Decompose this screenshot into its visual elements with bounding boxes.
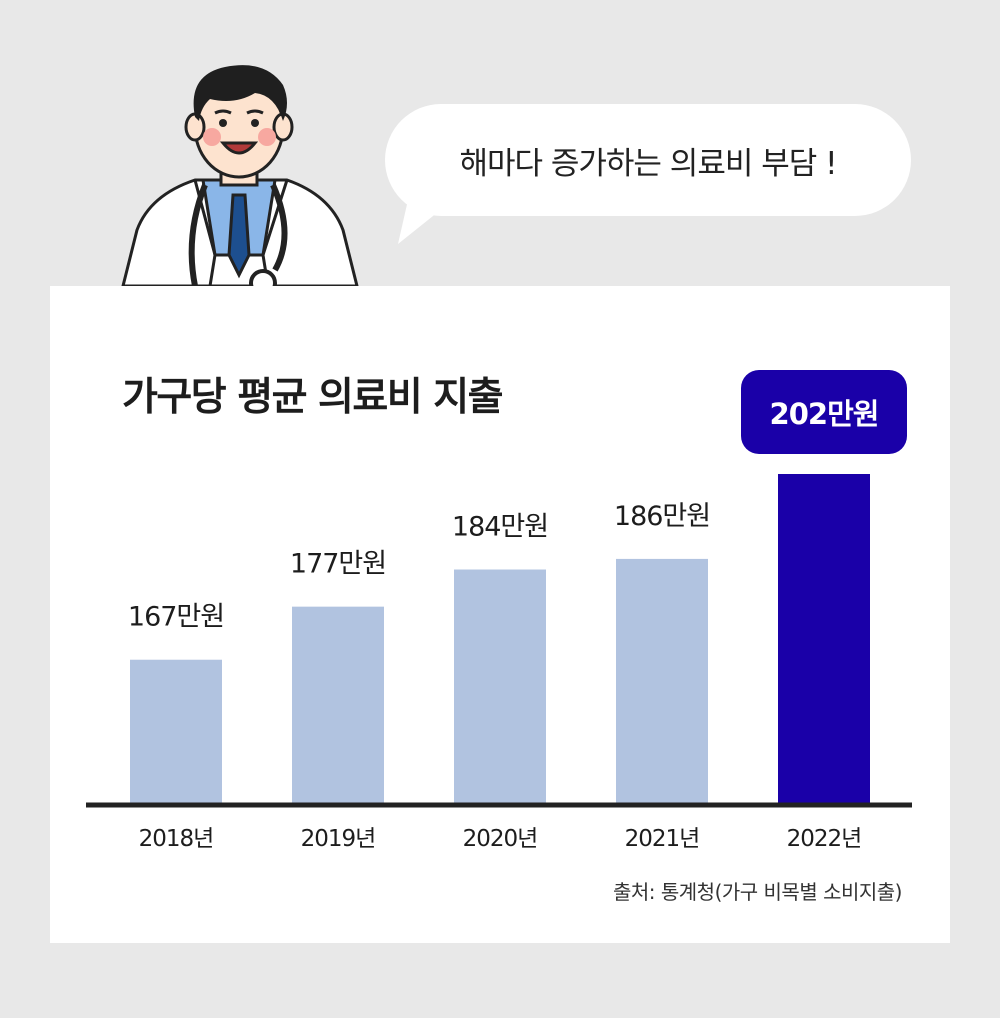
bar-value-label-0: 167만원 <box>128 602 224 633</box>
bar-value-label-1: 177만원 <box>290 549 386 580</box>
bar-1 <box>292 606 384 803</box>
bar-value-label-3: 186만원 <box>614 501 710 532</box>
speech-bubble <box>385 104 911 216</box>
category-label-0: 2018년 <box>139 826 214 852</box>
doctor-illustration <box>121 65 359 286</box>
bar-0 <box>130 659 222 803</box>
category-label-1: 2019년 <box>301 826 376 852</box>
source-note: 출처: 통계청(가구 비목별 소비지출) <box>612 880 903 904</box>
category-label-4: 2022년 <box>787 826 862 852</box>
bar-4 <box>778 474 870 803</box>
highlight-badge <box>741 370 907 454</box>
speech-bubble-tail <box>398 200 453 244</box>
bar-2 <box>454 569 546 803</box>
category-label-3: 2021년 <box>625 826 700 852</box>
bar-value-label-4: 202만원 <box>770 397 879 431</box>
category-label-2: 2020년 <box>463 826 538 852</box>
bar-value-label-2: 184만원 <box>452 512 548 543</box>
bar-3 <box>616 558 708 803</box>
chart-title: 가구당 평균 의료비 지출 <box>122 375 504 420</box>
speech-bubble-text: 해마다 증가하는 의료비 부담 ! <box>459 145 837 182</box>
